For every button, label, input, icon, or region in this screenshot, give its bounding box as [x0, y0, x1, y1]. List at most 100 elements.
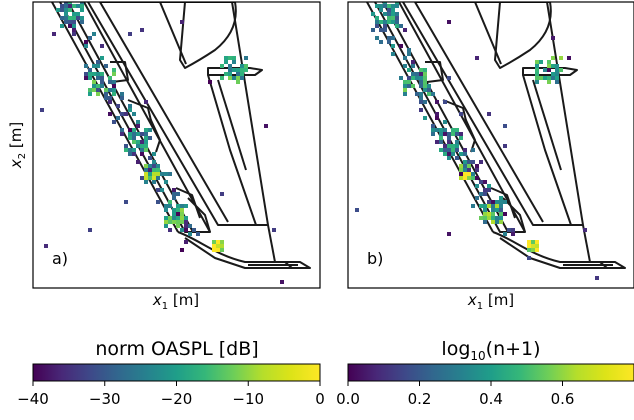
- heatmap-a-cell: [212, 244, 216, 248]
- heatmap-b-cell: [379, 28, 383, 32]
- heatmap-a-cell: [80, 8, 84, 12]
- heatmap-b-cell: [443, 148, 447, 152]
- heatmap-a-cell: [228, 76, 232, 80]
- heatmap-b-cell: [459, 172, 463, 176]
- heatmap-a-cell: [76, 16, 80, 20]
- heatmap-b-cell: [415, 92, 419, 96]
- heatmap-a-cell: [136, 124, 140, 128]
- x-axis-label-a-sub: 1: [162, 301, 168, 312]
- heatmap-a-cell: [72, 20, 76, 24]
- heatmap-a-cell: [180, 212, 184, 216]
- heatmap-a-cell: [120, 92, 124, 96]
- heatmap-b-cell: [463, 160, 467, 164]
- heatmap-b-cell: [395, 24, 399, 28]
- heatmap-b-cell: [539, 76, 543, 80]
- heatmap-a-cell: [184, 224, 188, 228]
- heatmap-a-cell: [144, 136, 148, 140]
- heatmap-a-cell: [128, 108, 132, 112]
- heatmap-b-cell: [375, 16, 379, 20]
- heatmap-a-cell: [68, 20, 72, 24]
- heatmap-a-cell: [132, 128, 136, 132]
- heatmap-b-cell: [419, 92, 423, 96]
- heatmap-b-cell: [431, 128, 435, 132]
- heatmap-a-cell: [148, 176, 152, 180]
- heatmap-b-cell: [411, 64, 415, 68]
- heatmap-a-cell: [144, 180, 148, 184]
- heatmap-b-cell: [467, 160, 471, 164]
- heatmap-b-cell: [395, 12, 399, 16]
- heatmap-a-cell: [172, 216, 176, 220]
- heatmap-b-cell: [403, 84, 407, 88]
- heatmap-b-cell: [459, 132, 463, 136]
- x-axis-label-b: x1 [m]: [467, 291, 514, 312]
- heatmap-b-cell: [415, 72, 419, 76]
- heatmap-a-cell: [128, 128, 132, 132]
- heatmap-a-cell: [84, 76, 88, 80]
- heatmap-a-cell: [236, 76, 240, 80]
- heatmap-a-cell: [72, 32, 76, 36]
- heatmap-b-cell: [395, 4, 399, 8]
- heatmap-b-cell: [423, 80, 427, 84]
- heatmap-a-cell: [128, 132, 132, 136]
- heatmap-b-cell: [555, 68, 559, 72]
- heatmap-a-cell: [96, 92, 100, 96]
- heatmap-b-cell: [547, 68, 551, 72]
- heatmap-b-cell: [527, 244, 531, 248]
- heatmap-b-cell: [463, 152, 467, 156]
- colorbar-b-title-base: log: [441, 338, 470, 360]
- heatmap-a-cell: [220, 240, 224, 244]
- heatmap-a-cell: [156, 200, 160, 204]
- heatmap-a-cell: [144, 164, 148, 168]
- heatmap-a-cell: [140, 148, 144, 152]
- heatmap-b-cell: [387, 16, 391, 20]
- heatmap-a-cell: [228, 72, 232, 76]
- heatmap-a-cell: [220, 64, 224, 68]
- heatmap-a-cell: [136, 160, 140, 164]
- heatmap-b-cell: [567, 56, 571, 60]
- heatmap-a-cell: [172, 192, 176, 196]
- heatmap-b-cell: [543, 76, 547, 80]
- heatmap-a-cell: [164, 208, 168, 212]
- heatmap-b-cell: [383, 24, 387, 28]
- heatmap-a-cell: [232, 68, 236, 72]
- heatmap-b-cell: [443, 100, 447, 104]
- axes-frame-a: [32, 1, 321, 289]
- colorbar-b-tick-label: 0.6: [551, 390, 575, 408]
- heatmap-b-cell: [455, 128, 459, 132]
- colorbar-b-ticks: 0.0 0.2 0.4 0.6: [336, 381, 574, 408]
- heatmap-b-cell: [503, 200, 507, 204]
- heatmap-b-cell: [443, 144, 447, 148]
- heatmap-b-cell: [403, 28, 407, 32]
- heatmap-a-cell: [176, 212, 180, 216]
- heatmap-b-cell: [491, 220, 495, 224]
- heatmap-a-cell: [176, 208, 180, 212]
- heatmap-a-cell: [172, 212, 176, 216]
- heatmap-b-cell: [383, 4, 387, 8]
- heatmap-a-cell: [108, 80, 112, 84]
- heatmap-b-cell: [379, 4, 383, 8]
- heatmap-a-cell: [144, 176, 148, 180]
- heatmap-a-cell: [128, 152, 132, 156]
- heatmap-b-cell: [387, 4, 391, 8]
- heatmap-b-cell: [503, 144, 507, 148]
- heatmap-a-cell: [220, 248, 224, 252]
- heatmap-a-cell: [228, 56, 232, 60]
- heatmap-a-cell: [112, 72, 116, 76]
- heatmap-a-cell: [244, 64, 248, 68]
- heatmap-a-cell: [100, 84, 104, 88]
- heatmap-b-cell: [503, 232, 507, 236]
- heatmap-a-cell: [140, 176, 144, 180]
- heatmap-a-cell: [96, 84, 100, 88]
- heatmap-a-cell: [120, 132, 124, 136]
- heatmap-b-cell: [471, 172, 475, 176]
- heatmap-b-cell: [447, 20, 451, 24]
- heatmap-b-cell: [447, 76, 451, 80]
- heatmap-b-cell: [387, 12, 391, 16]
- heatmap-b-cell: [455, 140, 459, 144]
- heatmap-a-cell: [164, 180, 168, 184]
- colorbar-b-title-tail: (n+1): [486, 338, 541, 360]
- heatmap-a-cell: [240, 68, 244, 72]
- x-axis-label-a-unit: [m]: [168, 291, 199, 309]
- heatmap-b-cell: [551, 72, 555, 76]
- heatmap-a-cell: [100, 76, 104, 80]
